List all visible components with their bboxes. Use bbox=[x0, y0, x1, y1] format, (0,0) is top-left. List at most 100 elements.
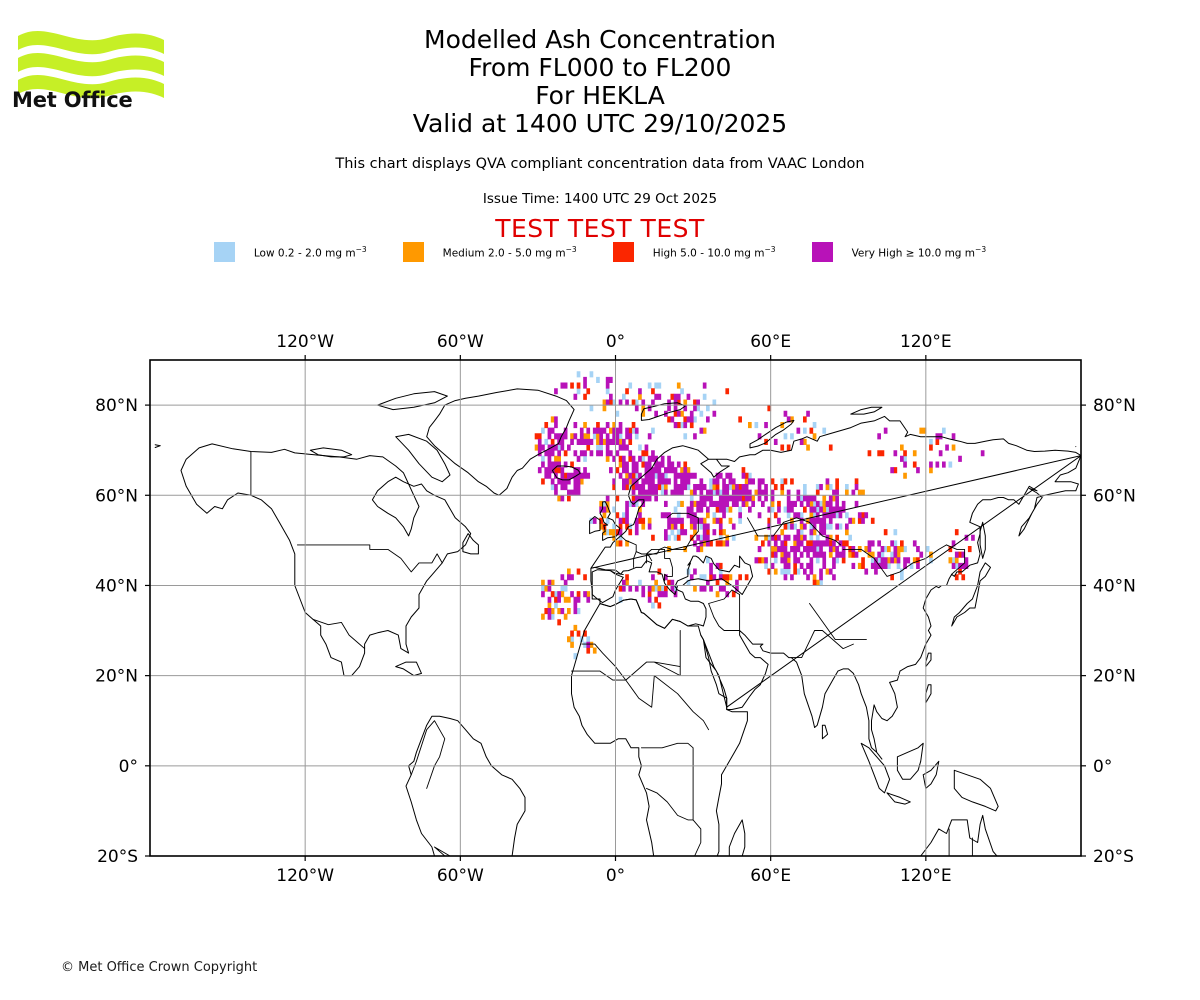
coastline-java bbox=[886, 792, 911, 805]
legend-medium-label: Medium 2.0 - 5.0 mg m−3 bbox=[442, 244, 577, 260]
legend-high: High 5.0 - 10.0 mg m−3 bbox=[612, 242, 812, 262]
legend-low-swatch bbox=[213, 242, 235, 262]
border-africa-s bbox=[646, 787, 694, 821]
legend-high-label: High 5.0 - 10.0 mg m−3 bbox=[652, 244, 776, 260]
x-label-bottom: 0° bbox=[606, 866, 625, 886]
graticule-layer bbox=[150, 360, 1081, 856]
x-label-bottom: 120°E bbox=[900, 866, 952, 886]
y-label-left: 60°N bbox=[95, 486, 138, 506]
map-background bbox=[150, 360, 1081, 856]
border-eu-internal-2 bbox=[633, 551, 653, 568]
y-label-right: 0° bbox=[1093, 757, 1112, 777]
ash-cells-very-high bbox=[537, 376, 985, 648]
title-line-4: Valid at 1400 UTC 29/10/2025 bbox=[412, 109, 788, 138]
legend-low-label: Low 0.2 - 2.0 mg m−3 bbox=[253, 244, 367, 260]
axis-tick-labels: 120°W 120°W 60°W 60°W 0° 0° 60°E 60°E 120°E 120°E… bbox=[95, 332, 1136, 886]
border-africa-n-1 bbox=[581, 630, 681, 681]
title-line-3: For HEKLA bbox=[535, 81, 665, 110]
coastline-south-america bbox=[405, 715, 526, 856]
ash-concentration-layer bbox=[534, 371, 985, 660]
coastline-eurasia-east bbox=[700, 455, 1081, 760]
legend-medium-swatch bbox=[402, 242, 424, 262]
x-label-bottom: 60°W bbox=[437, 866, 484, 886]
concentration-legend: Low 0.2 - 2.0 mg m−3 Medium 2.0 - 5.0 mg … bbox=[0, 242, 1200, 262]
border-africa-n-2 bbox=[571, 670, 710, 731]
ash-cells-low bbox=[541, 371, 959, 660]
coastline-sakhalin bbox=[979, 521, 986, 559]
x-label-bottom: 120°W bbox=[276, 866, 334, 886]
coastline-new-zealand bbox=[1060, 933, 1073, 951]
x-label-top: 0° bbox=[606, 332, 625, 352]
border-cn-india bbox=[809, 603, 867, 641]
coastline-ireland bbox=[589, 516, 601, 535]
coastline-svalbard bbox=[640, 402, 686, 421]
border-eu-internal-3 bbox=[609, 570, 624, 576]
coastline-eurasia bbox=[590, 555, 754, 629]
ash-cells-high bbox=[534, 382, 972, 654]
y-label-left: 40°N bbox=[95, 576, 138, 596]
coastline-victoria-island bbox=[309, 447, 353, 458]
legend-very-high-swatch bbox=[811, 242, 833, 262]
axis-ticks bbox=[145, 355, 1086, 861]
test-banner: TEST TEST TEST bbox=[495, 214, 705, 243]
coastline-iceland bbox=[551, 465, 581, 481]
x-label-bottom: 60°E bbox=[750, 866, 791, 886]
border-india-internal bbox=[790, 630, 854, 659]
y-label-right: 60°N bbox=[1093, 486, 1136, 506]
logo-wave-2 bbox=[18, 52, 164, 77]
page-title: Modelled Ash Concentration From FL000 to… bbox=[0, 26, 1200, 138]
coastline-iberia-inner bbox=[591, 569, 624, 604]
coastline-cuba bbox=[395, 661, 422, 677]
coastline-novaya-zemlya bbox=[749, 419, 795, 449]
met-office-logo-text: Met Office bbox=[12, 88, 133, 112]
coastline-new-guinea bbox=[953, 769, 999, 812]
coastline-philippines bbox=[925, 684, 932, 704]
border-cn-mn bbox=[842, 544, 947, 577]
logo-wave-1 bbox=[18, 30, 164, 55]
coastline-sulawesi bbox=[922, 760, 940, 789]
coastline-eurasia-north bbox=[590, 415, 1081, 569]
coastline-uk bbox=[599, 501, 621, 541]
border-cn-ru-east bbox=[946, 544, 966, 575]
x-label-top: 120°W bbox=[276, 332, 334, 352]
title-line-2: From FL000 to FL200 bbox=[468, 53, 732, 82]
coastline-borneo bbox=[896, 742, 924, 780]
coastline-greenland bbox=[426, 388, 575, 496]
y-label-left: 80°N bbox=[95, 396, 138, 416]
border-sa-internal bbox=[434, 846, 466, 856]
chart-subtitle: This chart displays QVA compliant concen… bbox=[335, 156, 865, 172]
copyright-notice: © Met Office Crown Copyright bbox=[61, 960, 258, 975]
y-label-left: 20°N bbox=[95, 667, 138, 687]
coastline-severnaya-zemlya bbox=[850, 406, 883, 415]
issue-time-text: Issue Time: 1400 UTC 29 Oct 2025 bbox=[482, 191, 718, 207]
coastline-newfoundland bbox=[462, 533, 479, 555]
coastline-sri-lanka bbox=[821, 724, 829, 740]
border-eu-internal-4 bbox=[646, 548, 673, 582]
border-ru-kz bbox=[746, 517, 841, 546]
ash-cells-medium bbox=[534, 382, 959, 654]
border-sa-internal-2 bbox=[410, 720, 446, 789]
border-mexico-usa bbox=[312, 618, 366, 650]
coastline-africa bbox=[571, 598, 748, 856]
x-label-top: 60°E bbox=[750, 332, 791, 352]
coastline-ellesmere bbox=[377, 391, 448, 411]
x-label-top: 120°E bbox=[900, 332, 952, 352]
coastline-madagascar bbox=[728, 819, 746, 856]
title-line-1: Modelled Ash Concentration bbox=[424, 25, 776, 54]
y-label-left: 20°S bbox=[97, 847, 138, 867]
y-label-right: 20°S bbox=[1093, 847, 1134, 867]
coastline-baffin bbox=[395, 433, 451, 483]
legend-medium: Medium 2.0 - 5.0 mg m−3 bbox=[402, 242, 613, 262]
coastline-sumatra bbox=[860, 742, 891, 794]
border-eu-internal-1 bbox=[620, 512, 699, 555]
border-usa-canada bbox=[296, 544, 443, 573]
map-border bbox=[149, 359, 1082, 857]
border-mid-east bbox=[708, 589, 741, 631]
legend-low: Low 0.2 - 2.0 mg m−3 bbox=[213, 242, 403, 262]
border-aus-internal bbox=[948, 828, 973, 856]
logo-wave-3 bbox=[18, 74, 164, 99]
coastline-north-america bbox=[180, 443, 472, 677]
y-label-right: 40°N bbox=[1093, 576, 1136, 596]
coastline-wrangel bbox=[154, 444, 1077, 448]
